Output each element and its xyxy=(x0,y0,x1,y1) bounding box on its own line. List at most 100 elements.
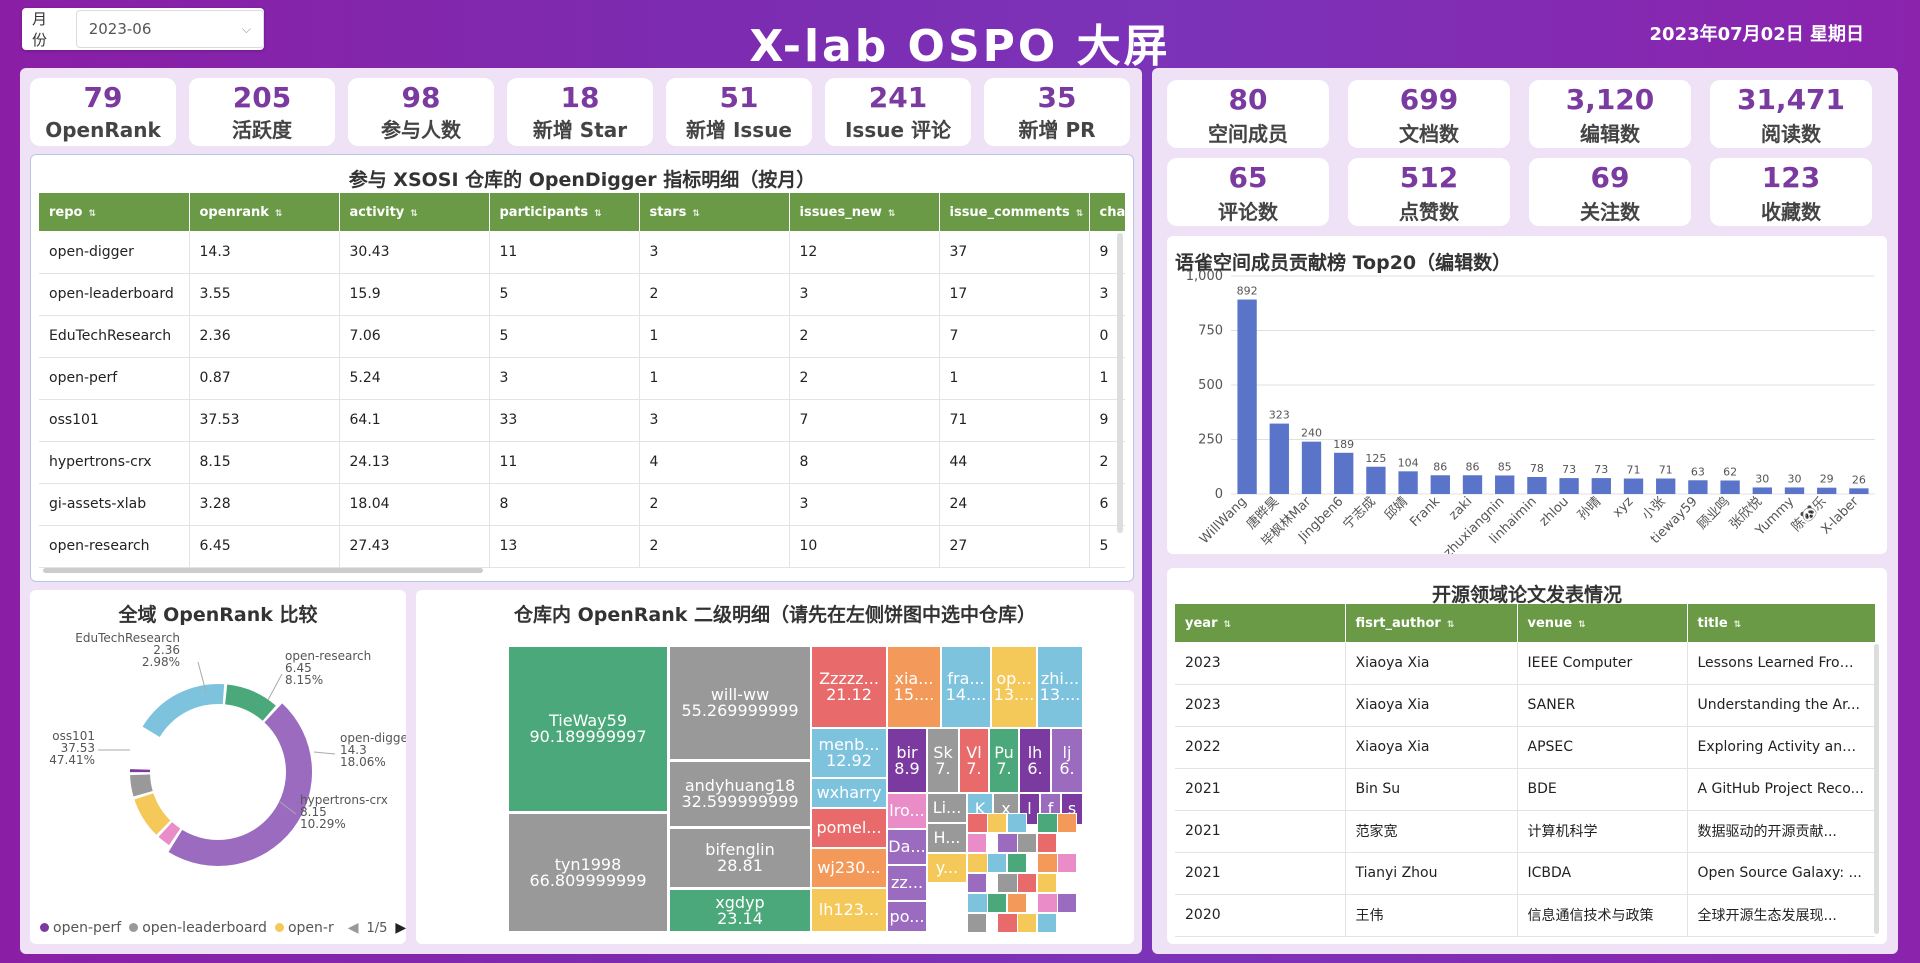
treemap-cell[interactable]: Zzzzz... 21.12 xyxy=(811,646,887,728)
sort-icon[interactable]: ⇅ xyxy=(1447,620,1455,630)
treemap-cell[interactable] xyxy=(967,873,987,893)
legend-item[interactable]: open-perf xyxy=(40,920,121,936)
table-row[interactable]: 2021 Tianyi Zhou ICBDA Open Source Galaxy: … xyxy=(1175,852,1875,894)
column-header[interactable]: participants ⇅ xyxy=(489,193,639,231)
treemap-cell[interactable]: lh123... xyxy=(811,888,887,932)
treemap-cell[interactable]: andyhuang18 32.599999999 xyxy=(669,761,811,827)
treemap-cell[interactable] xyxy=(1007,853,1027,873)
treemap-cell[interactable]: Pu 7. xyxy=(989,728,1019,793)
sort-icon[interactable]: ⇅ xyxy=(410,209,418,219)
treemap-cell[interactable] xyxy=(987,813,1007,833)
scrollbar-vertical[interactable] xyxy=(1117,233,1123,533)
bar[interactable] xyxy=(1463,475,1482,494)
bar[interactable] xyxy=(1334,453,1353,494)
treemap-cell[interactable]: xgdyp 23.14 xyxy=(669,889,811,932)
column-header[interactable]: openrank ⇅ xyxy=(189,193,339,231)
scrollbar-vertical[interactable] xyxy=(1874,644,1879,934)
sort-icon[interactable]: ⇅ xyxy=(1223,620,1231,630)
table-row[interactable]: gi-assets-xlab 3.28 18.04 8 2 3 24 6 xyxy=(39,483,1125,525)
bar[interactable] xyxy=(1431,475,1450,494)
treemap-cell[interactable]: fra... 14.... xyxy=(941,646,991,728)
treemap-cell[interactable]: lj 6. xyxy=(1051,728,1083,793)
table-row[interactable]: 2023 Xiaoya Xia IEEE Computer Lessons Learn… xyxy=(1175,642,1875,684)
openrank-treemap[interactable]: TieWay59 90.189999997 will-ww 55.269999999 t… xyxy=(508,646,1083,932)
bar[interactable] xyxy=(1753,487,1772,494)
sort-icon[interactable]: ⇅ xyxy=(1076,209,1084,219)
table-row[interactable]: open-research 6.45 27.43 13 2 10 27 5 xyxy=(39,525,1125,567)
table-row[interactable]: open-perf 0.87 5.24 3 1 2 1 1 xyxy=(39,357,1125,399)
sort-icon[interactable]: ⇅ xyxy=(1734,620,1742,630)
sort-icon[interactable]: ⇅ xyxy=(594,209,602,219)
bar[interactable] xyxy=(1817,488,1836,494)
column-header[interactable]: fisrt_author ⇅ xyxy=(1345,604,1517,642)
treemap-cell[interactable] xyxy=(1007,893,1027,913)
treemap-cell[interactable]: wxharry xyxy=(811,778,887,808)
treemap-cell[interactable]: xia... 15.... xyxy=(887,646,941,728)
treemap-cell[interactable]: tyn1998 66.809999999 xyxy=(508,813,668,932)
bar[interactable] xyxy=(1688,480,1707,494)
donut-slice[interactable] xyxy=(169,703,312,866)
treemap-cell[interactable] xyxy=(1057,853,1077,873)
donut-slice[interactable] xyxy=(225,684,276,720)
table-row[interactable]: 2021 Bin Su BDE A GitHub Project Reco... xyxy=(1175,768,1875,810)
treemap-cell[interactable]: lro... xyxy=(887,793,927,829)
column-header[interactable]: venue ⇅ xyxy=(1517,604,1687,642)
bar[interactable] xyxy=(1527,477,1546,494)
bar[interactable] xyxy=(1302,442,1321,494)
treemap-cell[interactable]: zz... xyxy=(887,865,927,901)
bar[interactable] xyxy=(1495,475,1514,494)
treemap-cell[interactable]: lh 6. xyxy=(1019,728,1051,793)
scrollbar-horizontal[interactable] xyxy=(43,568,483,573)
treemap-cell[interactable]: menb... 12.92 xyxy=(811,728,887,778)
treemap-cell[interactable]: Vl 7. xyxy=(959,728,989,793)
table-row[interactable]: open-leaderboard 3.55 15.9 5 2 3 17 3 xyxy=(39,273,1125,315)
treemap-cell[interactable]: bir 8.9 xyxy=(887,728,927,793)
treemap-cell[interactable] xyxy=(1017,913,1037,933)
donut-slice[interactable] xyxy=(130,769,150,772)
table-row[interactable]: 2020 王伟 信息通信技术与政策 全球开源生态发展现... xyxy=(1175,894,1875,936)
column-header[interactable]: issues_new ⇅ xyxy=(789,193,939,231)
treemap-cell[interactable]: Da... xyxy=(887,829,927,865)
sort-icon[interactable]: ⇅ xyxy=(1578,620,1586,630)
bar[interactable] xyxy=(1720,480,1739,494)
table-row[interactable]: hypertrons-crx 8.15 24.13 11 4 8 44 2 xyxy=(39,441,1125,483)
legend-next-icon[interactable]: ▶ xyxy=(395,920,406,936)
treemap-cell[interactable] xyxy=(1017,833,1037,853)
treemap-cell[interactable]: Sk 7. xyxy=(927,728,959,793)
table-row[interactable]: EduTechResearch 2.36 7.06 5 1 2 7 0 xyxy=(39,315,1125,357)
treemap-cell[interactable]: TieWay59 90.189999997 xyxy=(508,646,668,812)
treemap-cell[interactable] xyxy=(987,853,1007,873)
sort-icon[interactable]: ⇅ xyxy=(692,209,700,219)
column-header[interactable]: title ⇅ xyxy=(1687,604,1875,642)
treemap-cell[interactable]: zhi... 13.... xyxy=(1037,646,1083,728)
treemap-cell[interactable] xyxy=(1037,833,1057,853)
bar[interactable] xyxy=(1398,471,1417,494)
treemap-cell[interactable] xyxy=(1037,913,1057,933)
treemap-cell[interactable] xyxy=(1057,813,1077,833)
treemap-cell[interactable] xyxy=(1007,813,1027,833)
bar[interactable] xyxy=(1237,300,1256,494)
column-header[interactable]: repo ⇅ xyxy=(39,193,189,231)
treemap-cell[interactable]: bifenglin 28.81 xyxy=(669,828,811,888)
donut-slice[interactable] xyxy=(134,793,170,835)
sort-icon[interactable]: ⇅ xyxy=(88,209,96,219)
treemap-cell[interactable] xyxy=(987,893,1007,913)
column-header[interactable]: activity ⇅ xyxy=(339,193,489,231)
treemap-cell[interactable] xyxy=(1017,873,1037,893)
table-row[interactable]: open-digger 14.3 30.43 11 3 12 37 9 xyxy=(39,231,1125,273)
column-header[interactable]: char⇅ xyxy=(1089,193,1125,231)
donut-slice[interactable] xyxy=(143,684,225,737)
bar[interactable] xyxy=(1656,479,1675,494)
treemap-cell[interactable] xyxy=(967,913,987,933)
bar[interactable] xyxy=(1592,478,1611,494)
sort-icon[interactable]: ⇅ xyxy=(275,209,283,219)
bar[interactable] xyxy=(1366,467,1385,494)
column-header[interactable]: stars ⇅ xyxy=(639,193,789,231)
treemap-cell[interactable]: pomel... xyxy=(811,808,887,848)
table-row[interactable]: 2022 Xiaoya Xia APSEC Exploring Activity an… xyxy=(1175,726,1875,768)
treemap-cell[interactable]: y... xyxy=(927,853,967,883)
bar[interactable] xyxy=(1849,488,1868,494)
bar[interactable] xyxy=(1270,424,1289,494)
bar[interactable] xyxy=(1785,487,1804,494)
